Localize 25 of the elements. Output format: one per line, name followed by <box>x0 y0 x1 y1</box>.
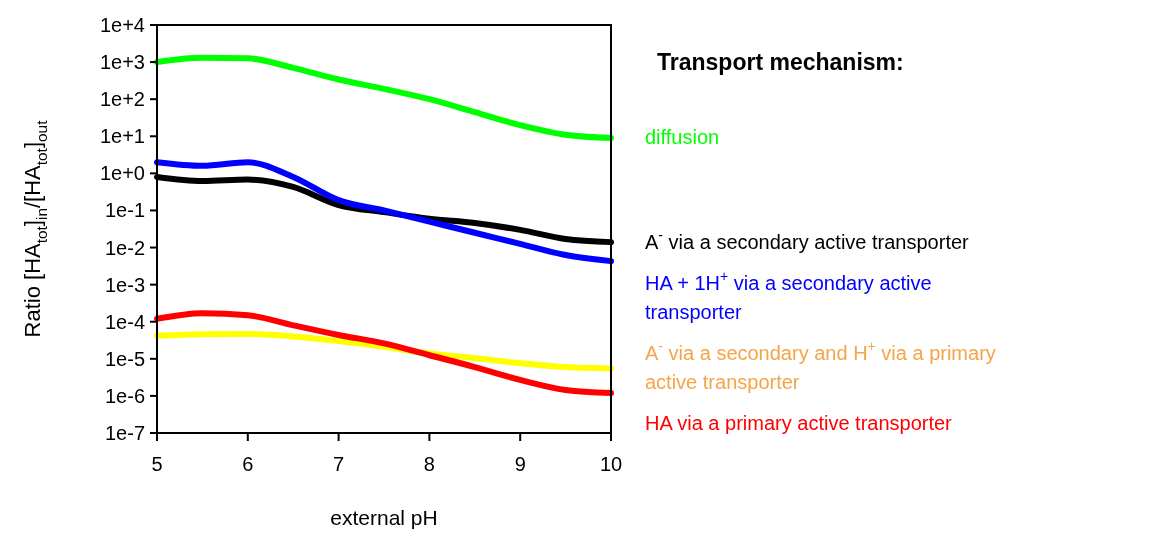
text: A$^{-}$ via a secondary and H$^{+}$ via a primary active transporter <box>645 338 996 394</box>
series-label: HA via a primary active transporter <box>645 412 953 435</box>
series-label: HA + 1H$^{+}$ via a secondary active transporter <box>645 267 932 323</box>
y-tick-label: 1e-3 <box>104 273 145 296</box>
x-tick-label: 9 <box>514 453 526 475</box>
y-tick-label: 1e+1 <box>99 125 145 148</box>
y-tick-label: 1e-4 <box>104 310 145 333</box>
x-tick-label: 8 <box>423 453 435 475</box>
y-tick-label: 1e-1 <box>104 199 145 222</box>
series-label: A$^{-}$ via a secondary active transporter <box>645 226 970 253</box>
y-tick-label: 1e-7 <box>104 422 145 444</box>
x-tick-label: 6 <box>242 453 254 475</box>
y-tick-label: 1e-5 <box>104 347 145 370</box>
x-tick-label: 5 <box>151 453 163 475</box>
x-tick-label: 7 <box>333 453 345 475</box>
series-label: diffusion <box>645 126 720 149</box>
y-tick-label: 1e+4 <box>99 14 145 36</box>
y-tick-label: 1e+0 <box>99 162 145 185</box>
x-axis-title: external pH <box>330 506 438 529</box>
y-tick-label: 1e-6 <box>104 384 145 407</box>
legend-title: Transport mechanism: <box>657 49 904 75</box>
y-tick-label: 1e-2 <box>104 236 145 259</box>
y-tick-label: 1e+2 <box>99 88 145 111</box>
y-tick-label: 1e+3 <box>99 51 145 74</box>
x-tick-label: 10 <box>599 453 623 475</box>
